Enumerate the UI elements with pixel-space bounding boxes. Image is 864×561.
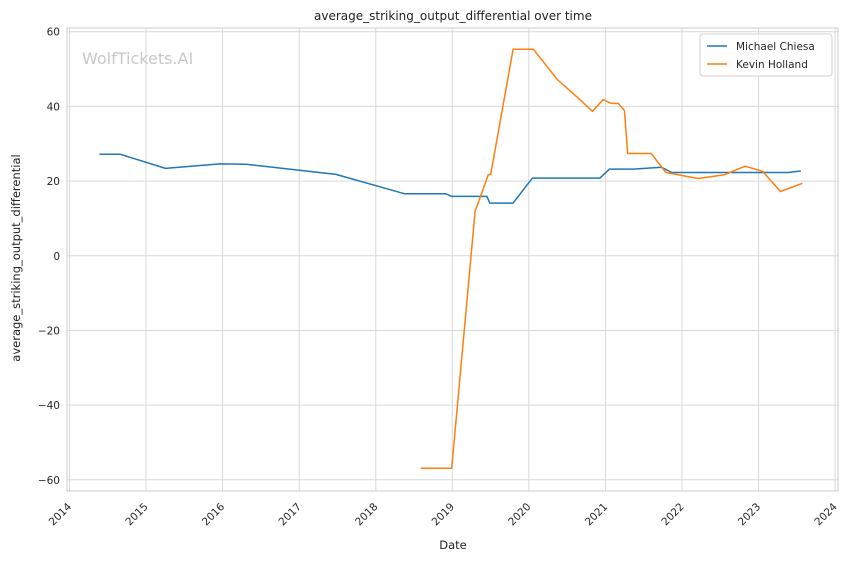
plot-frame	[66, 27, 839, 492]
y-axis: −60 −40 −20 0 20 40 60	[38, 27, 60, 487]
watermark: WolfTickets.AI	[82, 49, 193, 68]
y-tick-label: 40	[47, 101, 60, 113]
series-line-michael-chiesa	[99, 153, 801, 204]
y-axis-label: average_striking_output_differential	[9, 154, 23, 361]
legend-label: Michael Chiesa	[736, 41, 815, 53]
y-tick-label: 0	[53, 251, 60, 263]
series-line-kevin-holland	[420, 48, 803, 469]
gridlines	[67, 28, 838, 491]
y-tick-label: 20	[47, 176, 60, 188]
x-axis-label: Date	[439, 538, 467, 552]
y-tick-label: −60	[38, 475, 60, 487]
y-tick-label: 60	[47, 27, 60, 39]
legend: Michael Chiesa Kevin Holland	[699, 33, 833, 77]
series-layer	[99, 48, 803, 469]
chart-title: average_striking_output_differential ove…	[314, 9, 592, 23]
y-tick-label: −40	[38, 400, 60, 412]
y-tick-label: −20	[38, 325, 60, 337]
legend-label: Kevin Holland	[736, 59, 808, 71]
legend-box	[699, 33, 833, 77]
